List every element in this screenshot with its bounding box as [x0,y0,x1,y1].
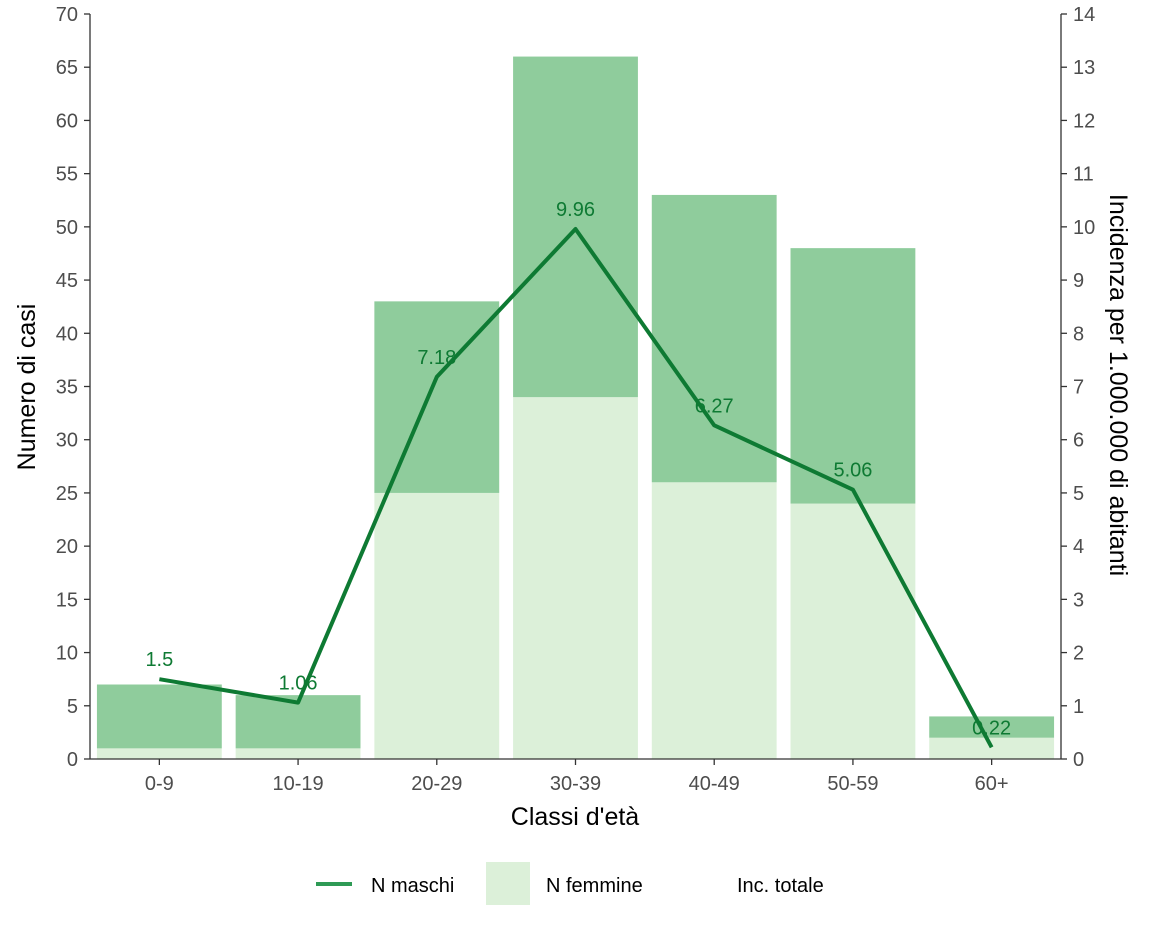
y-tick-label-70: 70 [56,4,78,26]
bar-maschi-50-59 [790,248,916,504]
bar-femmine-50-59 [790,503,916,759]
y2-tick-label-7: 7 [1073,377,1084,399]
y2-tick-label-13: 13 [1073,57,1095,79]
bars-group [96,56,1055,759]
incidence-label-50-59: 5.06 [833,460,872,482]
legend-label-n-femmine: N femmine [546,875,643,897]
bar-maschi-60+ [929,716,1055,738]
y2-tick-label-4: 4 [1073,536,1084,558]
incidence-label-20-29: 7.18 [417,347,456,369]
y-tick-label-40: 40 [56,323,78,345]
x-tick-label-10-19: 10-19 [272,773,323,795]
y2-tick-label-14: 14 [1073,4,1095,26]
incidence-label-30-39: 9.96 [556,199,595,221]
y2-tick-label-5: 5 [1073,483,1084,505]
incidence-label-0-9: 1.5 [145,649,173,671]
legend-label-n-maschi: N maschi [371,875,454,897]
y2-tick-label-6: 6 [1073,430,1084,452]
bar-femmine-40-49 [651,482,777,759]
y2-tick-label-0: 0 [1073,749,1084,771]
y-tick-label-55: 55 [56,164,78,186]
y-axis-label: Numero di casi [13,304,41,471]
y2-tick-label-9: 9 [1073,270,1084,292]
y2-tick-label-1: 1 [1073,696,1084,718]
y-tick-label-25: 25 [56,483,78,505]
legend-label-inc-totale: Inc. totale [737,875,824,897]
incidence-line [159,226,994,749]
incidence-line-group: 1.5 1.06 7.18 9.96 6.27 5.06 0.22 [145,199,1011,749]
bar-femmine-30-39 [513,397,638,759]
y2-tick-label-12: 12 [1073,110,1095,132]
bar-femmine-60+ [929,737,1055,759]
y-tick-label-10: 10 [56,643,78,665]
bar-maschi-40-49 [651,194,777,483]
axis-labels-group: Classi d'età Numero di casi Incidenza pe… [13,194,1132,831]
y-tick-label-45: 45 [56,270,78,292]
y-tick-label-0: 0 [67,749,78,771]
y-tick-label-50: 50 [56,217,78,239]
y2-tick-label-2: 2 [1073,643,1084,665]
bar-femmine-10-19 [235,748,361,759]
y-tick-label-15: 15 [56,589,78,611]
y-tick-label-35: 35 [56,377,78,399]
bar-femmine-0-9 [96,748,222,759]
y-tick-label-65: 65 [56,57,78,79]
x-tick-label-30-39: 30-39 [550,773,601,795]
bar-maschi-0-9 [96,684,222,749]
y-tick-label-30: 30 [56,430,78,452]
y2-tick-label-11: 11 [1073,164,1094,186]
legend: N maschi N femmine Inc. totale [316,862,824,905]
x-tick-label-60+: 60+ [975,773,1009,795]
x-tick-label-40-49: 40-49 [689,773,740,795]
incidence-label-60+: 0.22 [972,717,1011,739]
bar-femmine-20-29 [374,492,500,759]
y2-axis-label: Incidenza per 1.000.000 di abitanti [1104,194,1132,576]
legend-swatch-n-femmine [486,862,530,905]
incidence-label-10-19: 1.06 [279,673,318,695]
y2-tick-label-3: 3 [1073,589,1084,611]
x-tick-label-50-59: 50-59 [827,773,878,795]
y-tick-label-5: 5 [67,696,78,718]
bar-maschi-30-39 [513,56,638,398]
incidence-label-40-49: 6.27 [695,395,734,417]
x-axis-label: Classi d'età [511,803,640,831]
x-tick-label-20-29: 20-29 [411,773,462,795]
y-tick-label-60: 60 [56,110,78,132]
y2-tick-label-8: 8 [1073,323,1084,345]
y2-tick-label-10: 10 [1073,217,1095,239]
axes-group: 0510152025303540455055606570012345678910… [56,4,1096,795]
x-tick-label-0-9: 0-9 [145,773,174,795]
y-tick-label-20: 20 [56,536,78,558]
